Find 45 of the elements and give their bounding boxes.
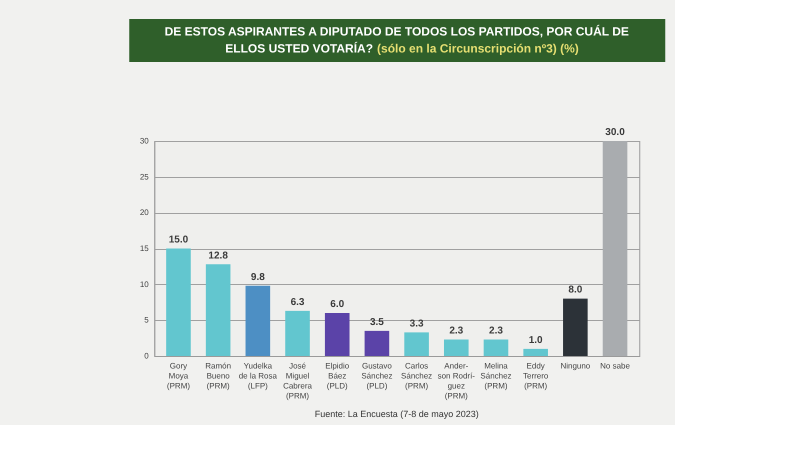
data-label: 2.3	[489, 326, 504, 337]
data-label: 6.0	[330, 299, 345, 310]
data-label: 6.3	[290, 296, 305, 308]
x-tick-label: Ramón Bueno (PRM)	[205, 362, 232, 390]
bar	[166, 248, 191, 356]
y-tick-label: 30	[140, 136, 150, 146]
bar	[523, 348, 548, 356]
y-tick-label: 0	[144, 352, 150, 360]
y-tick-label: 5	[144, 316, 150, 325]
x-tick-label: Elpidio Báez (PLD)	[325, 362, 350, 390]
y-tick-label: 20	[140, 208, 150, 218]
data-label: 30.0	[605, 127, 626, 138]
bar	[206, 264, 230, 356]
source-note: Fuente: La Encuesta (7-8 de mayo 2023)	[314, 409, 479, 419]
chart-title: DE ESTOS ASPIRANTES A DIPUTADO DE TODOS LOS PARTIDOS, POR CUÁL DE ELLOS USTED VOTARÍA? (sólo en la Circunscripción nº3) (%)	[164, 24, 629, 56]
bar	[444, 340, 469, 356]
x-tick-label: Yudelka de la Rosa (LFP)	[238, 362, 278, 390]
x-tick-label: No sabe	[600, 362, 630, 370]
x-tick-label: Ninguno	[560, 362, 591, 370]
x-tick-label: Gustavo Sánchez (PLD)	[361, 362, 392, 390]
y-tick-label: 15	[140, 244, 150, 253]
data-label: 1.0	[528, 334, 544, 346]
data-label: 9.8	[250, 272, 266, 283]
data-label: 3.3	[410, 318, 424, 330]
y-tick-label: 25	[140, 172, 150, 182]
bar	[364, 330, 390, 356]
bar	[246, 286, 270, 356]
data-label: 3.5	[370, 316, 384, 328]
x-tick-label: Gory Moya (PRM)	[166, 362, 190, 390]
y-tick-label: 10	[140, 280, 150, 289]
bar	[285, 310, 310, 356]
x-tick-label: Melina Sánchez (PRM)	[480, 362, 512, 390]
bar	[404, 332, 429, 356]
x-tick-label: José Miguel Cabrera (PRM)	[283, 362, 313, 400]
data-label: 8.0	[568, 284, 583, 296]
bar	[563, 298, 588, 356]
data-label: 15.0	[168, 234, 189, 246]
bar	[324, 313, 350, 356]
x-tick-label: Ander- son Rodrí- guez (PRM)	[438, 362, 476, 400]
data-label: 2.3	[449, 326, 464, 337]
bar	[602, 141, 628, 356]
data-label: 12.8	[208, 250, 228, 262]
x-tick-label: Carlos Sánchez (PRM)	[401, 362, 432, 390]
bar	[484, 340, 508, 356]
x-tick-label: Eddy Terrero (PRM)	[522, 362, 549, 390]
